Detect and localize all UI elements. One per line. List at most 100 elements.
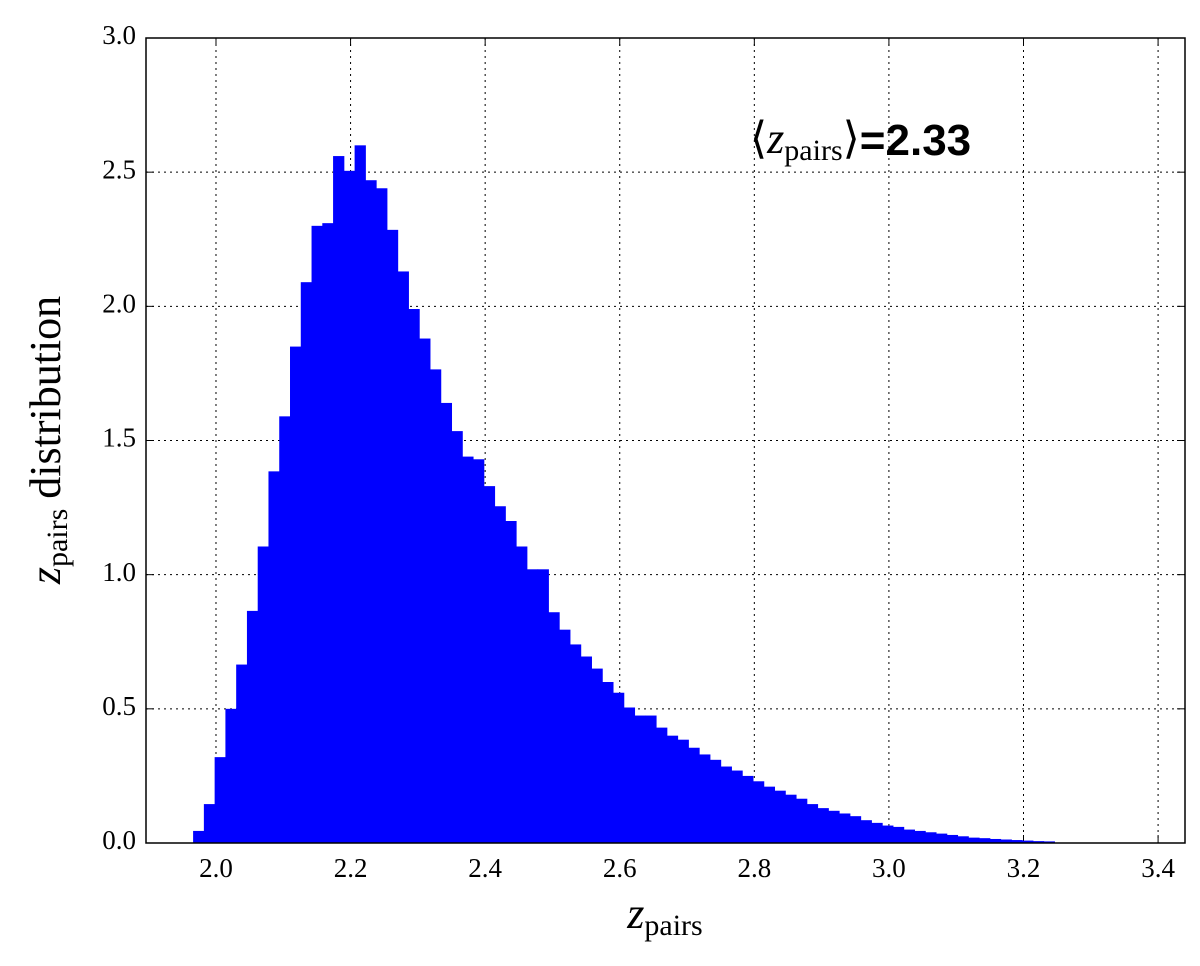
- y-tick-label: 1.5: [102, 423, 136, 453]
- bar: [1043, 841, 1055, 843]
- x-label-main: z: [626, 889, 644, 938]
- bar: [849, 816, 862, 843]
- x-label-sub: pairs: [644, 909, 702, 942]
- bar: [742, 775, 754, 843]
- bar: [1000, 839, 1012, 843]
- y-label-sub: pairs: [41, 509, 74, 567]
- bar: [688, 747, 700, 843]
- annotation-main: z: [766, 114, 784, 163]
- bar: [806, 804, 819, 843]
- bar: [462, 456, 474, 843]
- y-tick-label: 1.0: [102, 557, 136, 587]
- bar: [882, 825, 894, 843]
- bar: [914, 830, 926, 843]
- bar: [925, 832, 937, 843]
- bar: [300, 282, 313, 843]
- annotation: ⟨zpairs⟩=2.33: [750, 114, 971, 167]
- y-tick-label: 0.0: [102, 825, 136, 855]
- bar: [483, 486, 496, 843]
- bar: [656, 727, 668, 843]
- x-axis-label: zpairs: [626, 889, 702, 942]
- x-tick-label: 3.4: [1141, 853, 1175, 883]
- x-tick-label: 2.2: [334, 853, 368, 883]
- bar: [645, 715, 657, 843]
- bar: [946, 834, 959, 843]
- y-label-main: z: [21, 567, 70, 585]
- bar: [365, 180, 377, 843]
- bar: [720, 766, 732, 843]
- bar: [526, 569, 539, 843]
- bar: [354, 145, 366, 844]
- bar: [763, 786, 776, 843]
- bar: [376, 188, 388, 843]
- y-tick-label: 2.0: [102, 289, 136, 319]
- bar: [386, 229, 399, 843]
- y-tick-label: 3.0: [102, 20, 136, 50]
- bar: [1032, 841, 1045, 843]
- bar: [613, 692, 625, 843]
- y-axis-label: zpairs distribution: [21, 296, 74, 585]
- bar: [677, 739, 689, 843]
- bar: [774, 790, 786, 843]
- bar: [246, 610, 259, 843]
- bar: [796, 798, 808, 843]
- bar: [968, 837, 980, 843]
- bar: [343, 170, 356, 843]
- bar: [580, 656, 592, 843]
- bar: [957, 836, 969, 843]
- bar: [752, 781, 765, 843]
- bar: [1011, 840, 1023, 843]
- bar: [397, 271, 409, 843]
- bar: [505, 521, 517, 843]
- bar: [451, 431, 463, 843]
- bar: [602, 682, 614, 843]
- x-tick-label: 2.0: [199, 853, 233, 883]
- bar: [989, 838, 1002, 843]
- bar: [203, 804, 216, 843]
- x-tick-label: 3.0: [872, 853, 906, 883]
- x-tick-label: 3.2: [1007, 853, 1041, 883]
- bar: [236, 664, 248, 843]
- bar: [548, 612, 560, 843]
- bar: [903, 829, 915, 843]
- annotation-open: ⟨: [750, 114, 767, 163]
- bar: [225, 708, 237, 843]
- y-label-rest: distribution: [21, 296, 70, 499]
- y-tick-label: 0.5: [102, 691, 136, 721]
- bar: [322, 223, 334, 843]
- bar: [979, 838, 991, 843]
- bar: [699, 754, 711, 843]
- bar: [623, 707, 636, 843]
- x-tick-label: 2.4: [468, 853, 502, 883]
- bar: [860, 820, 872, 843]
- bar: [214, 757, 226, 843]
- bar: [936, 833, 948, 843]
- bar: [634, 715, 646, 843]
- x-tick-label: 2.6: [603, 853, 637, 883]
- plot-frame: [145, 37, 1186, 844]
- bar: [494, 506, 506, 843]
- bar: [559, 629, 571, 843]
- bar: [419, 338, 431, 843]
- bar: [817, 808, 829, 843]
- annotation-close: ⟩: [843, 114, 860, 163]
- bar: [785, 794, 797, 843]
- annotation-sub: pairs: [784, 134, 842, 167]
- bar: [1022, 840, 1034, 843]
- bar: [193, 830, 205, 843]
- bar: [666, 735, 679, 843]
- bar: [709, 759, 722, 843]
- bar: [268, 471, 280, 843]
- bar: [279, 416, 291, 843]
- bar: [408, 309, 420, 843]
- bar: [871, 822, 883, 843]
- bar: [828, 810, 840, 843]
- bar: [473, 459, 485, 843]
- bar: [591, 668, 603, 843]
- bar: [257, 546, 269, 843]
- x-tick-label: 2.8: [737, 853, 771, 883]
- bar: [892, 826, 905, 843]
- bar: [333, 156, 345, 844]
